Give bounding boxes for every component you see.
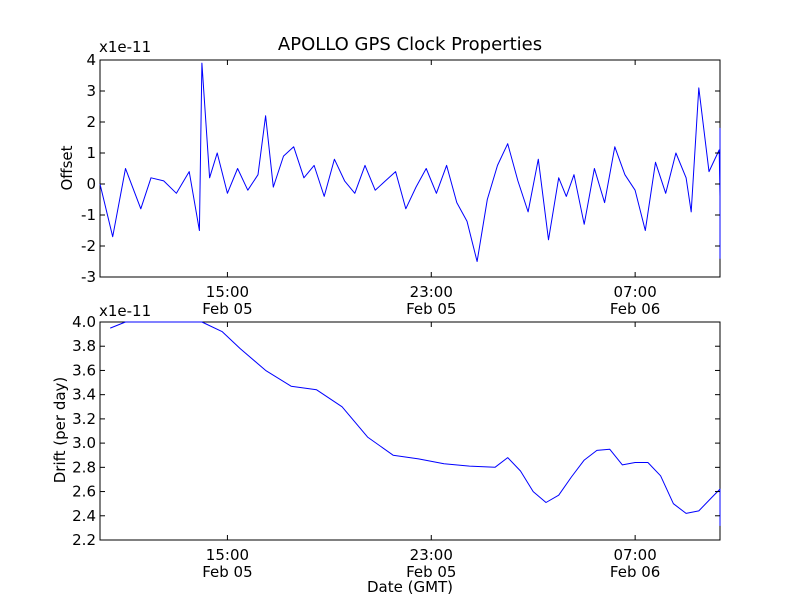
- offset-series-line: [99, 62, 721, 262]
- drift-y-tick-label: 3.6: [72, 361, 96, 379]
- offset-y-tick-label: 1: [86, 144, 96, 162]
- offset-x-tick-date: Feb 06: [610, 300, 660, 318]
- drift-x-tick-date: Feb 05: [202, 563, 252, 581]
- offset-y-tick-label: 3: [86, 82, 96, 100]
- offset-y-axis: 4 3 2 1 0 -1 -2 -3: [81, 51, 720, 286]
- drift-y-scale-label: x1e-11: [99, 302, 151, 320]
- drift-x-tick-time: 07:00: [614, 546, 657, 564]
- offset-y-tick-label: -3: [81, 268, 96, 286]
- offset-y-tick-label: -2: [81, 237, 96, 255]
- drift-x-tick-date: Feb 06: [610, 563, 660, 581]
- drift-y-tick-label: 3.4: [72, 386, 96, 404]
- offset-x-tick-time: 23:00: [410, 283, 453, 301]
- offset-plot-area: [99, 59, 721, 278]
- offset-y-tick-label: 4: [86, 51, 96, 69]
- drift-y-tick-label: 3.2: [72, 410, 96, 428]
- drift-y-tick-label: 4.0: [72, 313, 96, 331]
- drift-x-tick-date: Feb 05: [406, 563, 456, 581]
- offset-y-scale-label: x1e-11: [99, 38, 151, 56]
- offset-y-tick-label: 2: [86, 113, 96, 131]
- drift-panel: 4.03.83.63.43.23.02.82.62.42.2 15:00Feb …: [51, 302, 721, 596]
- drift-y-axis-label: Drift (per day): [51, 377, 69, 484]
- offset-series-layer: [99, 62, 721, 262]
- drift-y-tick-label: 2.6: [72, 483, 96, 501]
- chart-title: APOLLO GPS Clock Properties: [278, 34, 542, 55]
- drift-y-tick-label: 2.8: [72, 458, 96, 476]
- drift-plot-area: [99, 321, 721, 541]
- drift-y-tick-label: 3.8: [72, 337, 96, 355]
- offset-y-tick-label: -1: [81, 206, 96, 224]
- offset-x-tick-time: 15:00: [206, 283, 249, 301]
- offset-x-tick-date: Feb 05: [202, 300, 252, 318]
- drift-x-tick-time: 23:00: [410, 546, 453, 564]
- drift-y-tick-label: 3.0: [72, 434, 96, 452]
- offset-y-axis-label: Offset: [58, 145, 76, 190]
- drift-y-axis: 4.0 3.8 3.6 3.4 3.2 3.0 2.8 2.6 2.4 2.2: [72, 313, 720, 549]
- drift-series-layer: [110, 321, 721, 526]
- drift-x-tick-time: 15:00: [206, 546, 249, 564]
- drift-y-tick-label: 2.2: [72, 531, 96, 549]
- offset-x-tick-time: 07:00: [614, 283, 657, 301]
- offset-y-tick-label: 0: [86, 175, 96, 193]
- drift-x-axis-label: Date (GMT): [367, 578, 453, 596]
- drift-series-line: [110, 321, 721, 526]
- drift-y-tick-label: 2.4: [72, 507, 96, 525]
- offset-x-tick-date: Feb 05: [406, 300, 456, 318]
